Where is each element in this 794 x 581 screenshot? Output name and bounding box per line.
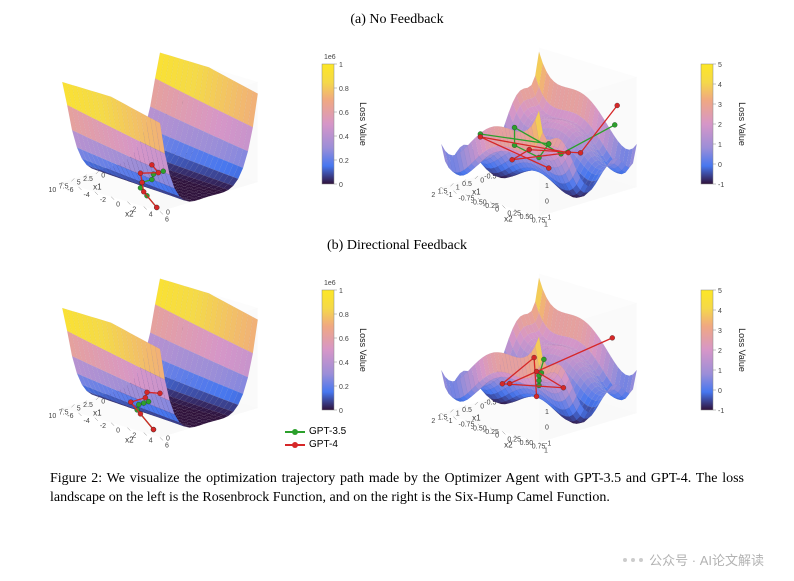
svg-text:1: 1 — [718, 142, 722, 149]
svg-text:1e6: 1e6 — [324, 280, 336, 287]
svg-text:2: 2 — [431, 192, 435, 199]
svg-text:1: 1 — [545, 409, 549, 416]
svg-text:Loss Value: Loss Value — [358, 102, 368, 146]
svg-text:1: 1 — [456, 411, 460, 418]
row-a: -10-7.5-5-2.502.557.510-6-4-2024600.20.4… — [30, 32, 764, 232]
svg-text:0: 0 — [545, 425, 549, 432]
svg-text:-1: -1 — [545, 214, 551, 221]
svg-text:3: 3 — [718, 328, 722, 335]
svg-text:x2: x2 — [504, 441, 513, 450]
svg-text:0.8: 0.8 — [339, 86, 349, 93]
svg-text:-4: -4 — [84, 192, 90, 199]
row-b: -10-7.5-5-2.502.557.510-6-4-2024600.20.4… — [30, 258, 764, 458]
svg-text:0: 0 — [101, 172, 105, 179]
svg-text:4: 4 — [149, 212, 153, 219]
watermark-text: 公众号 · AI论文解读 — [649, 550, 764, 569]
svg-text:6: 6 — [165, 442, 169, 449]
svg-text:Loss Value: Loss Value — [737, 102, 747, 146]
svg-text:-1: -1 — [718, 408, 724, 415]
svg-text:0: 0 — [166, 209, 170, 216]
svg-text:0: 0 — [116, 202, 120, 209]
svg-text:x2: x2 — [125, 436, 134, 445]
svg-text:Loss Value: Loss Value — [737, 328, 747, 372]
svg-text:x1: x1 — [93, 408, 102, 417]
svg-text:1: 1 — [545, 183, 549, 190]
svg-text:1: 1 — [544, 221, 548, 228]
watermark: 公众号 · AI论文解读 — [623, 550, 764, 569]
svg-text:2: 2 — [718, 122, 722, 129]
svg-text:1: 1 — [544, 447, 548, 454]
svg-text:0.4: 0.4 — [339, 134, 349, 141]
svg-text:0: 0 — [718, 388, 722, 395]
svg-text:Loss Value: Loss Value — [358, 328, 368, 372]
svg-text:5: 5 — [718, 288, 722, 295]
svg-text:0: 0 — [116, 428, 120, 435]
svg-text:-1: -1 — [718, 182, 724, 189]
svg-text:10: 10 — [48, 413, 56, 420]
plot-a-camel: -2-1.5-1-0.500.511.52-1-0.75-0.50-0.2500… — [409, 32, 764, 232]
svg-text:6: 6 — [165, 216, 169, 223]
plot-b-rosenbrock: -10-7.5-5-2.502.557.510-6-4-2024600.20.4… — [30, 258, 385, 458]
figure-container: (a) No Feedback -10-7.5-5-2.502.557.510-… — [0, 0, 794, 458]
svg-text:0.8: 0.8 — [339, 312, 349, 319]
svg-text:x1: x1 — [472, 187, 481, 196]
svg-text:1: 1 — [718, 368, 722, 375]
svg-text:0.6: 0.6 — [339, 336, 349, 343]
svg-text:0: 0 — [545, 199, 549, 206]
plot-b-camel: -2-1.5-1-0.500.511.52-1-0.75-0.50-0.2500… — [409, 258, 764, 458]
svg-text:0.4: 0.4 — [339, 360, 349, 367]
svg-text:0: 0 — [480, 403, 484, 410]
svg-text:4: 4 — [718, 308, 722, 315]
svg-text:-6: -6 — [67, 187, 73, 194]
svg-text:-2: -2 — [100, 197, 106, 204]
svg-text:0.6: 0.6 — [339, 110, 349, 117]
svg-text:0: 0 — [101, 398, 105, 405]
svg-text:4: 4 — [149, 438, 153, 445]
figure-caption: Figure 2: We visualize the optimization … — [0, 464, 794, 508]
svg-text:5: 5 — [718, 62, 722, 69]
svg-text:10: 10 — [48, 187, 56, 194]
svg-text:5: 5 — [77, 180, 81, 187]
watermark-logo-icon — [623, 558, 643, 562]
svg-text:1: 1 — [339, 288, 343, 295]
svg-text:0: 0 — [495, 433, 499, 440]
svg-text:5: 5 — [77, 406, 81, 413]
plot-a-rosenbrock: -10-7.5-5-2.502.557.510-6-4-2024600.20.4… — [30, 32, 385, 232]
svg-text:0.2: 0.2 — [339, 384, 349, 391]
svg-text:0: 0 — [339, 182, 343, 189]
legend-gpt4-label: GPT-4 — [309, 439, 338, 450]
svg-text:2: 2 — [718, 348, 722, 355]
svg-text:0: 0 — [166, 435, 170, 442]
subtitle-a: (a) No Feedback — [30, 12, 764, 28]
svg-text:3: 3 — [718, 102, 722, 109]
legend-gpt35: GPT-3.5 — [285, 426, 346, 437]
svg-text:-1: -1 — [545, 440, 551, 447]
svg-text:1e6: 1e6 — [324, 54, 336, 61]
svg-text:-4: -4 — [84, 418, 90, 425]
svg-text:x1: x1 — [93, 182, 102, 191]
svg-text:2: 2 — [431, 418, 435, 425]
svg-text:1: 1 — [339, 62, 343, 69]
svg-text:-2: -2 — [100, 423, 106, 430]
svg-text:0: 0 — [495, 207, 499, 214]
svg-text:0: 0 — [718, 162, 722, 169]
svg-text:0: 0 — [480, 177, 484, 184]
svg-text:-1: -1 — [446, 418, 452, 425]
svg-text:x2: x2 — [504, 215, 513, 224]
svg-text:-6: -6 — [67, 413, 73, 420]
svg-text:x1: x1 — [472, 413, 481, 422]
legend-gpt35-label: GPT-3.5 — [309, 426, 346, 437]
legend-gpt4: GPT-4 — [285, 439, 346, 450]
svg-text:0: 0 — [339, 408, 343, 415]
svg-text:4: 4 — [718, 82, 722, 89]
svg-text:0.2: 0.2 — [339, 158, 349, 165]
svg-text:x2: x2 — [125, 210, 134, 219]
subtitle-b: (b) Directional Feedback — [30, 238, 764, 254]
svg-text:-1: -1 — [446, 192, 452, 199]
legend: GPT-3.5 GPT-4 — [285, 426, 346, 450]
svg-text:1: 1 — [456, 185, 460, 192]
